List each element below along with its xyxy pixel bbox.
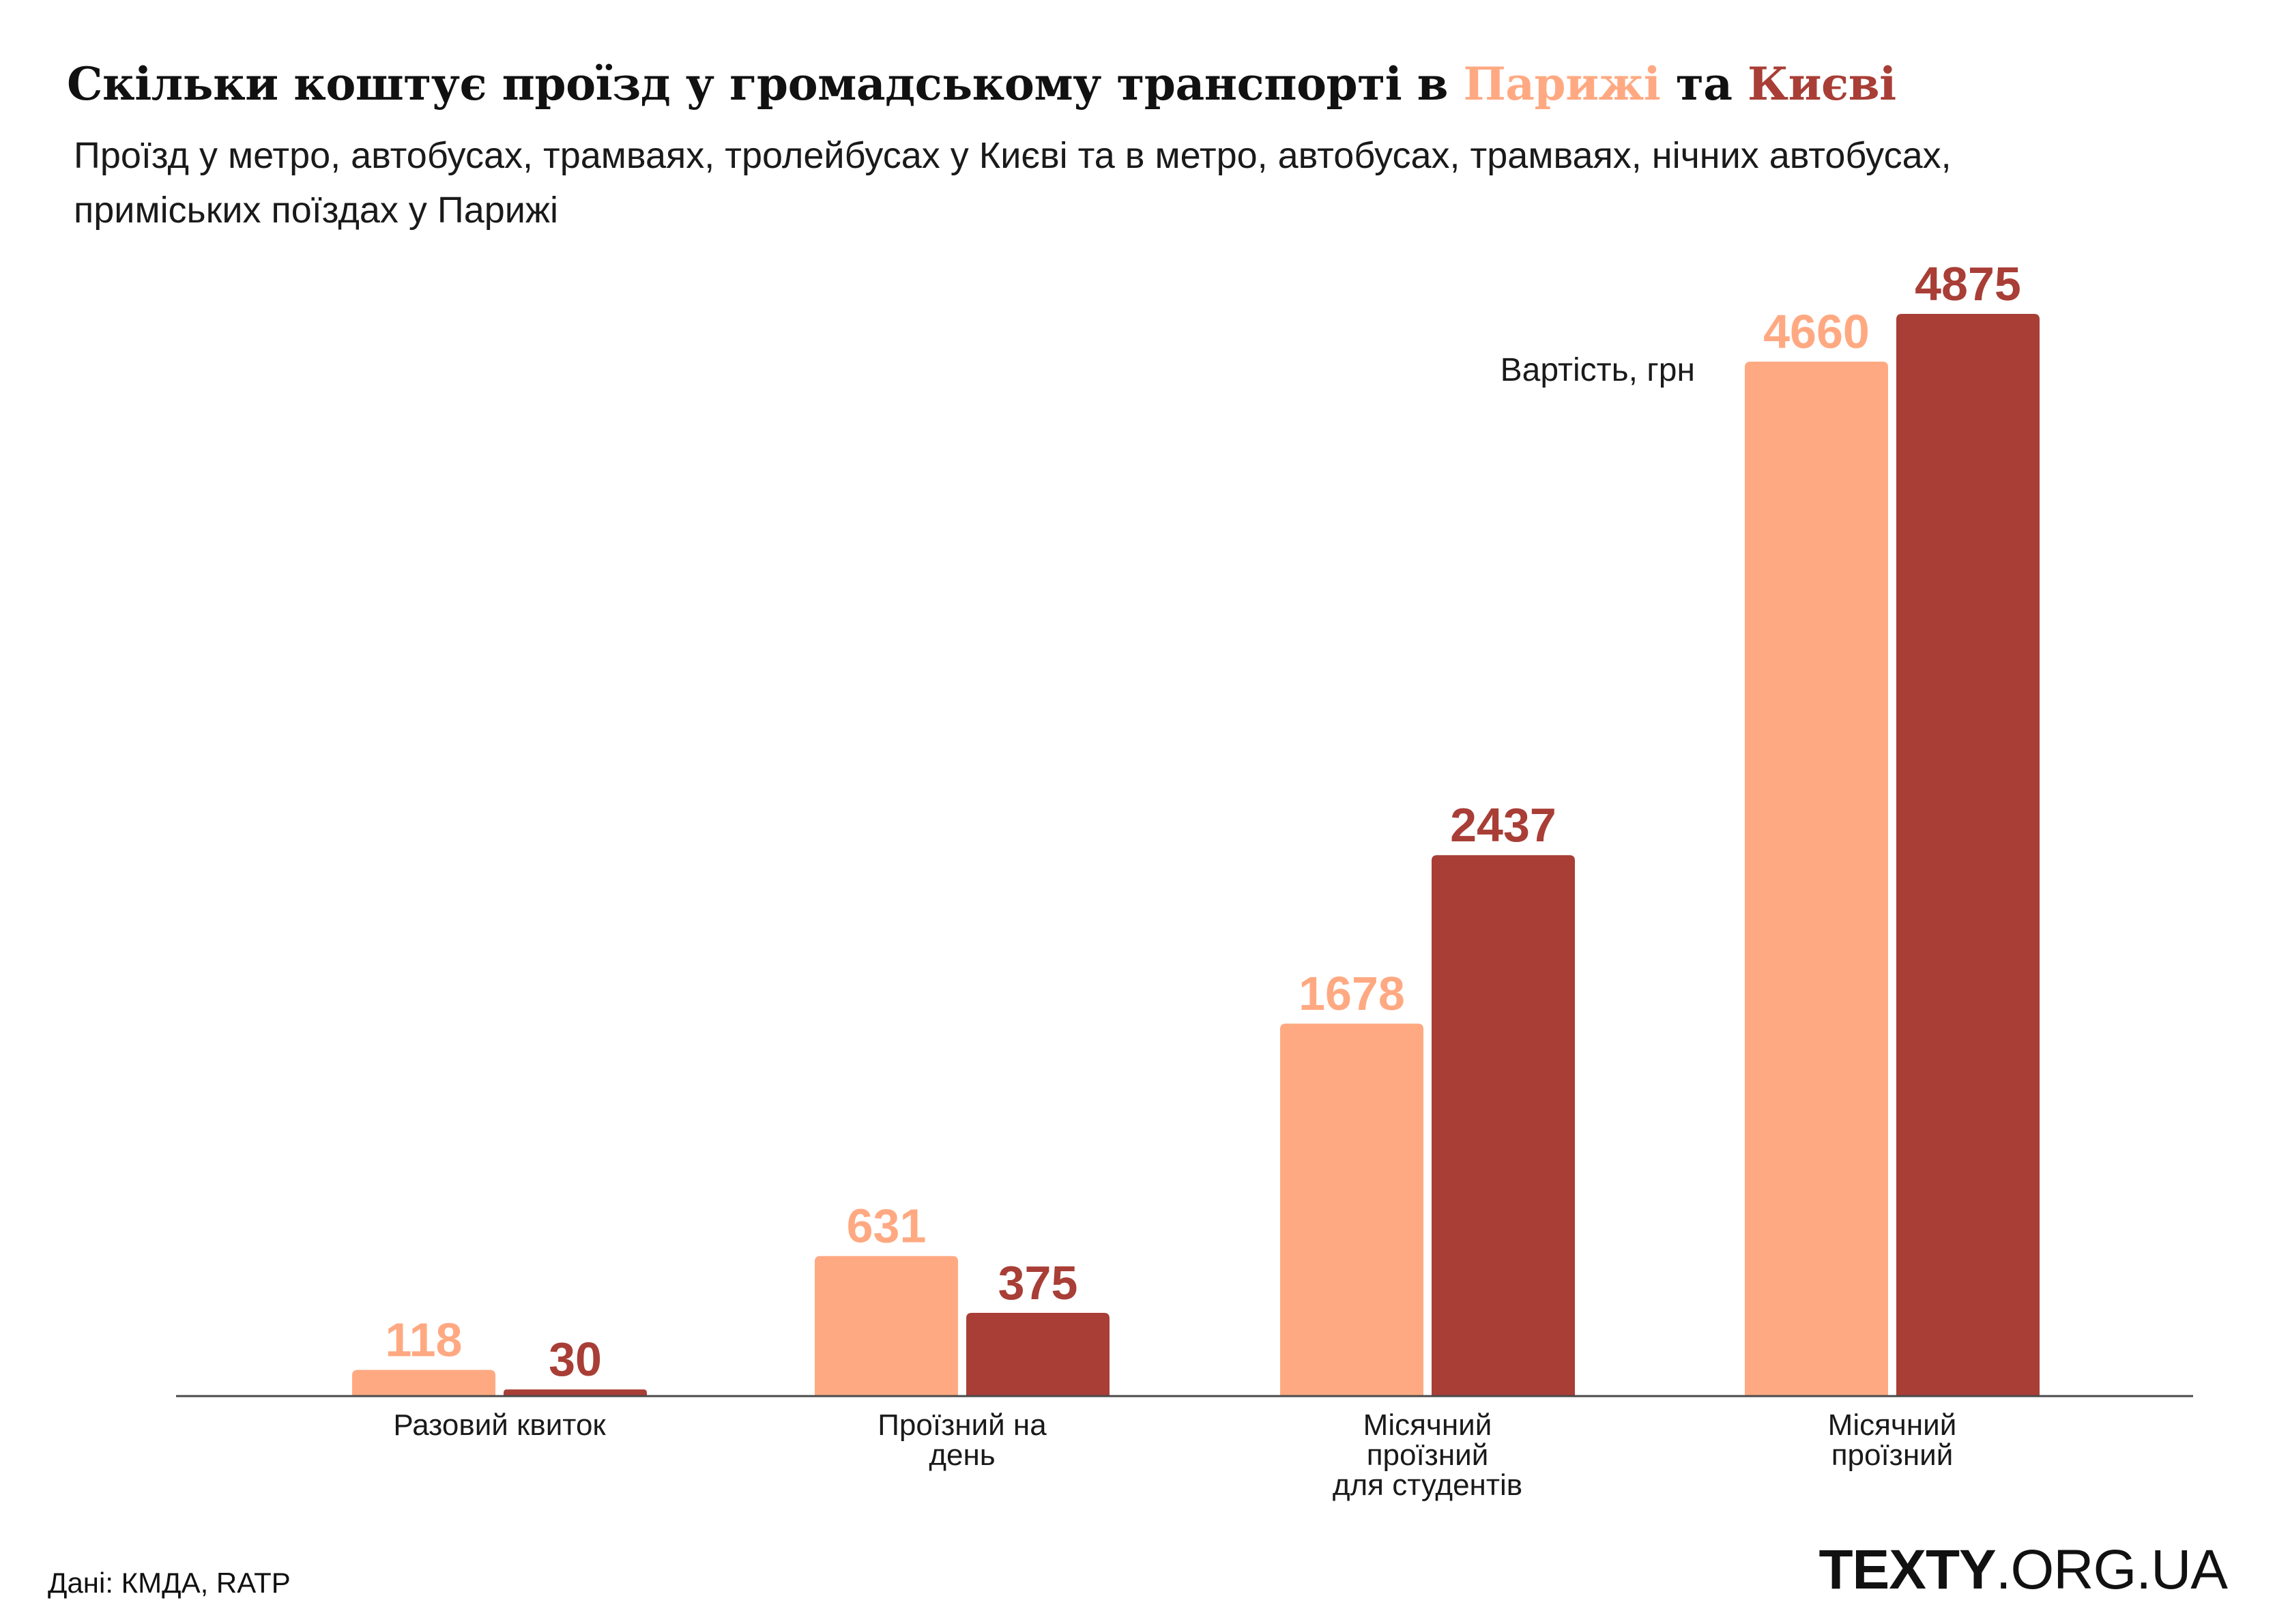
title-prefix: Скільки коштує проїзд у громадському тра…: [67, 57, 1448, 111]
logo-rest: .ORG.UA: [1995, 1539, 2228, 1601]
chart-title: Скільки коштує проїзд у громадському тра…: [67, 57, 1896, 111]
title-paris: Парижі: [1463, 57, 1661, 111]
data-label-series1-0: 30: [549, 1333, 602, 1386]
category-label-line: проїзний: [1831, 1438, 1954, 1472]
bar-series1-2: [1432, 855, 1575, 1396]
bar-series1-0: [504, 1389, 647, 1396]
source-note: Дані: КМДА, RATP: [48, 1567, 291, 1599]
category-label-0: Разовий квиток: [393, 1408, 606, 1442]
data-label-series1-1: 375: [998, 1256, 1078, 1309]
chart-subtitle: Проїзд у метро, автобусах, трамваях, тро…: [74, 135, 1952, 231]
category-label-line: для студентів: [1333, 1468, 1522, 1502]
title-kyiv: Києві: [1748, 57, 1896, 111]
logo-bold: TEXTY: [1818, 1539, 1996, 1601]
bar-series1-1: [966, 1313, 1110, 1396]
title-mid: та: [1675, 57, 1733, 111]
bar-series0-1: [815, 1256, 958, 1396]
category-label-line: Проїзний на: [878, 1408, 1047, 1442]
category-label-line: Разовий квиток: [393, 1408, 606, 1442]
bar-series0-3: [1745, 362, 1888, 1396]
texty-logo: TEXTY.ORG.UA: [1818, 1538, 2228, 1602]
category-label-line: день: [929, 1438, 995, 1472]
data-label-series1-2: 2437: [1450, 798, 1556, 852]
category-label-1: Проїзний на день: [878, 1408, 1047, 1472]
data-label-series0-2: 1678: [1299, 967, 1405, 1020]
bar-series0-0: [352, 1369, 495, 1396]
category-label-line: Місячний: [1828, 1408, 1957, 1442]
bar-series0-2: [1280, 1024, 1423, 1396]
y-axis-label: Вартість, грн: [1501, 352, 1695, 388]
category-label-line: Місячний: [1363, 1408, 1492, 1442]
category-label-3: Місячний проїзний: [1828, 1408, 1957, 1472]
category-label-line: проїзний: [1367, 1438, 1489, 1472]
data-label-series0-1: 631: [847, 1200, 927, 1253]
bar-series1-3: [1896, 314, 2040, 1396]
data-label-series0-3: 4660: [1763, 305, 1870, 358]
category-label-2: Місячний проїзний для студентів: [1333, 1408, 1522, 1502]
data-label-series1-3: 4875: [1915, 257, 2021, 310]
data-label-series0-0: 118: [386, 1314, 463, 1367]
